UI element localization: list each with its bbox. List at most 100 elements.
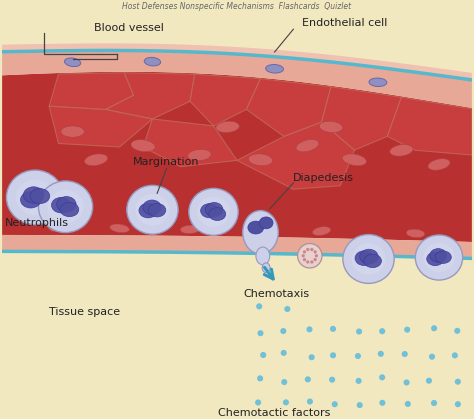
- Ellipse shape: [47, 190, 83, 224]
- Ellipse shape: [427, 252, 444, 266]
- Ellipse shape: [260, 352, 266, 358]
- Ellipse shape: [356, 402, 363, 408]
- Ellipse shape: [143, 200, 161, 215]
- Polygon shape: [190, 74, 261, 126]
- Ellipse shape: [428, 159, 450, 170]
- Ellipse shape: [306, 260, 310, 264]
- Ellipse shape: [305, 376, 311, 383]
- Ellipse shape: [281, 350, 287, 356]
- Ellipse shape: [20, 191, 41, 208]
- Text: Host Defenses Nonspecific Mechanisms  Flashcards  Quizlet: Host Defenses Nonspecific Mechanisms Fla…: [122, 2, 352, 10]
- Ellipse shape: [455, 401, 461, 407]
- Text: Endothelial cell: Endothelial cell: [302, 18, 388, 28]
- Ellipse shape: [379, 374, 385, 380]
- Ellipse shape: [390, 145, 413, 156]
- Text: Margination: Margination: [133, 157, 200, 167]
- Ellipse shape: [303, 250, 306, 253]
- Ellipse shape: [369, 78, 387, 86]
- Ellipse shape: [257, 330, 264, 336]
- Ellipse shape: [209, 207, 226, 220]
- Polygon shape: [143, 119, 237, 167]
- Ellipse shape: [454, 328, 460, 334]
- Ellipse shape: [378, 351, 384, 357]
- Ellipse shape: [379, 328, 385, 334]
- Ellipse shape: [110, 224, 129, 233]
- Ellipse shape: [281, 379, 287, 385]
- Ellipse shape: [405, 401, 411, 407]
- Ellipse shape: [284, 306, 291, 312]
- Ellipse shape: [364, 254, 382, 268]
- Ellipse shape: [356, 328, 362, 334]
- Ellipse shape: [7, 170, 64, 225]
- Ellipse shape: [342, 154, 366, 166]
- Text: Chemotaxis: Chemotaxis: [244, 289, 310, 299]
- Ellipse shape: [309, 354, 315, 360]
- Ellipse shape: [205, 202, 223, 217]
- Polygon shape: [49, 73, 134, 109]
- Ellipse shape: [188, 149, 211, 161]
- Polygon shape: [2, 72, 472, 242]
- Ellipse shape: [306, 326, 312, 332]
- Ellipse shape: [256, 303, 262, 309]
- Ellipse shape: [30, 189, 50, 204]
- Ellipse shape: [148, 204, 166, 217]
- Ellipse shape: [52, 197, 71, 213]
- Ellipse shape: [351, 243, 386, 275]
- Ellipse shape: [404, 326, 410, 333]
- Polygon shape: [106, 73, 195, 119]
- Ellipse shape: [306, 248, 310, 251]
- Text: Neutrophils: Neutrophils: [4, 217, 68, 228]
- Ellipse shape: [332, 401, 338, 407]
- Ellipse shape: [313, 258, 317, 261]
- Ellipse shape: [144, 57, 161, 66]
- Ellipse shape: [259, 217, 273, 229]
- Ellipse shape: [355, 251, 374, 266]
- Ellipse shape: [49, 223, 68, 232]
- Ellipse shape: [255, 399, 261, 406]
- Polygon shape: [246, 79, 331, 137]
- Ellipse shape: [243, 211, 278, 254]
- Polygon shape: [2, 44, 472, 80]
- Ellipse shape: [355, 353, 361, 359]
- Polygon shape: [387, 97, 472, 155]
- Text: Tissue space: Tissue space: [49, 307, 120, 317]
- Ellipse shape: [61, 126, 84, 137]
- Ellipse shape: [180, 225, 200, 234]
- Ellipse shape: [189, 188, 238, 235]
- Ellipse shape: [423, 243, 455, 272]
- Ellipse shape: [57, 197, 76, 212]
- Polygon shape: [321, 87, 401, 150]
- Ellipse shape: [127, 185, 178, 234]
- Ellipse shape: [131, 140, 155, 152]
- Text: Blood vessel: Blood vessel: [94, 23, 164, 33]
- Ellipse shape: [431, 400, 437, 406]
- Ellipse shape: [415, 235, 463, 280]
- Ellipse shape: [356, 378, 362, 384]
- Ellipse shape: [23, 187, 44, 203]
- Ellipse shape: [455, 379, 461, 385]
- Ellipse shape: [248, 154, 273, 166]
- Ellipse shape: [60, 202, 79, 217]
- Ellipse shape: [310, 248, 313, 251]
- Ellipse shape: [401, 351, 408, 357]
- Ellipse shape: [452, 352, 458, 359]
- Ellipse shape: [38, 181, 93, 233]
- Ellipse shape: [360, 249, 378, 264]
- Ellipse shape: [330, 326, 336, 332]
- Polygon shape: [237, 122, 355, 189]
- Ellipse shape: [216, 121, 239, 132]
- Text: Chemotactic factors: Chemotactic factors: [219, 408, 331, 418]
- Ellipse shape: [296, 140, 319, 152]
- Ellipse shape: [310, 260, 313, 264]
- Ellipse shape: [84, 154, 108, 166]
- Ellipse shape: [301, 254, 305, 257]
- Ellipse shape: [435, 251, 451, 264]
- Ellipse shape: [298, 243, 322, 268]
- Ellipse shape: [429, 354, 435, 360]
- Ellipse shape: [283, 399, 289, 406]
- Ellipse shape: [136, 194, 170, 226]
- Ellipse shape: [280, 328, 286, 334]
- Ellipse shape: [319, 121, 343, 132]
- Polygon shape: [2, 235, 472, 259]
- Ellipse shape: [312, 227, 331, 235]
